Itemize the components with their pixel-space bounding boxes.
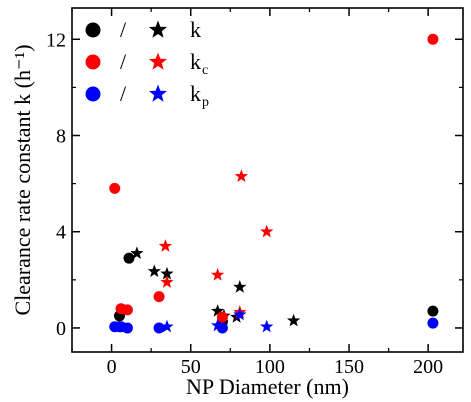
legend-star-marker — [148, 52, 168, 70]
x-tick-label: 100 — [255, 356, 285, 378]
legend-separator: / — [120, 49, 127, 74]
data-point-star-kp — [233, 307, 247, 321]
data-point-star-kc — [160, 275, 174, 288]
legend-subscript: c — [202, 63, 208, 78]
y-tick-label: 8 — [56, 125, 66, 147]
x-axis-title: NP Diameter (nm) — [186, 374, 349, 399]
data-point-star-k — [233, 280, 247, 293]
data-point-star-kp — [160, 319, 174, 333]
data-point-circle-kc — [153, 291, 165, 303]
y-axis-title: Clearance rate constant k (h⁻¹) — [10, 44, 35, 315]
legend-label: k — [190, 49, 201, 74]
data-point-circle-kp — [121, 322, 133, 334]
legend-circle-marker — [85, 22, 101, 38]
data-point-star-kc — [158, 239, 173, 252]
y-tick-label: 0 — [56, 318, 66, 340]
legend-circle-marker — [85, 86, 101, 102]
data-point-circle-kc — [216, 311, 228, 323]
y-tick-label: 4 — [56, 222, 66, 244]
data-point-circle-kc — [121, 304, 133, 316]
y-tick-label: 12 — [46, 29, 66, 51]
data-point-star-k — [160, 266, 174, 280]
data-point-circle-k — [427, 305, 439, 317]
data-point-star-k — [210, 304, 225, 317]
x-tick-label: 0 — [107, 356, 117, 378]
legend-star-marker — [148, 84, 168, 102]
axis-ticks — [71, 8, 463, 352]
data-point-circle-k — [123, 252, 135, 264]
data-point-circle-kc — [109, 182, 121, 194]
legend-subscript: p — [202, 95, 209, 110]
data-point-star-k — [147, 264, 161, 278]
legend-circle-marker — [85, 54, 101, 70]
data-point-star-kc — [210, 268, 225, 281]
plot-frame — [71, 7, 464, 353]
legend-label: k — [190, 81, 201, 106]
data-point-star-kc — [260, 224, 274, 238]
data-point-star-k — [286, 313, 301, 327]
x-tick-label: 50 — [181, 356, 201, 378]
legend-star-marker — [148, 20, 168, 38]
data-point-star-kp — [210, 318, 225, 332]
data-points — [109, 33, 439, 334]
data-point-circle-kp — [427, 317, 439, 329]
x-tick-label: 200 — [413, 356, 443, 378]
x-tick-label: 150 — [334, 356, 364, 378]
data-point-circle-kp — [153, 322, 165, 334]
legend-separator: / — [120, 17, 127, 42]
legend-separator: / — [120, 81, 127, 106]
data-point-star-kc — [234, 169, 249, 183]
axis-tick-labels: 0 50 100 150 200 0 4 8 12 — [46, 29, 443, 378]
data-point-star-kp — [260, 319, 274, 333]
data-point-circle-kc — [427, 33, 439, 45]
legend-label: k — [190, 17, 201, 42]
legend: / k/k c/k p — [85, 17, 209, 110]
data-point-star-k — [130, 246, 144, 260]
